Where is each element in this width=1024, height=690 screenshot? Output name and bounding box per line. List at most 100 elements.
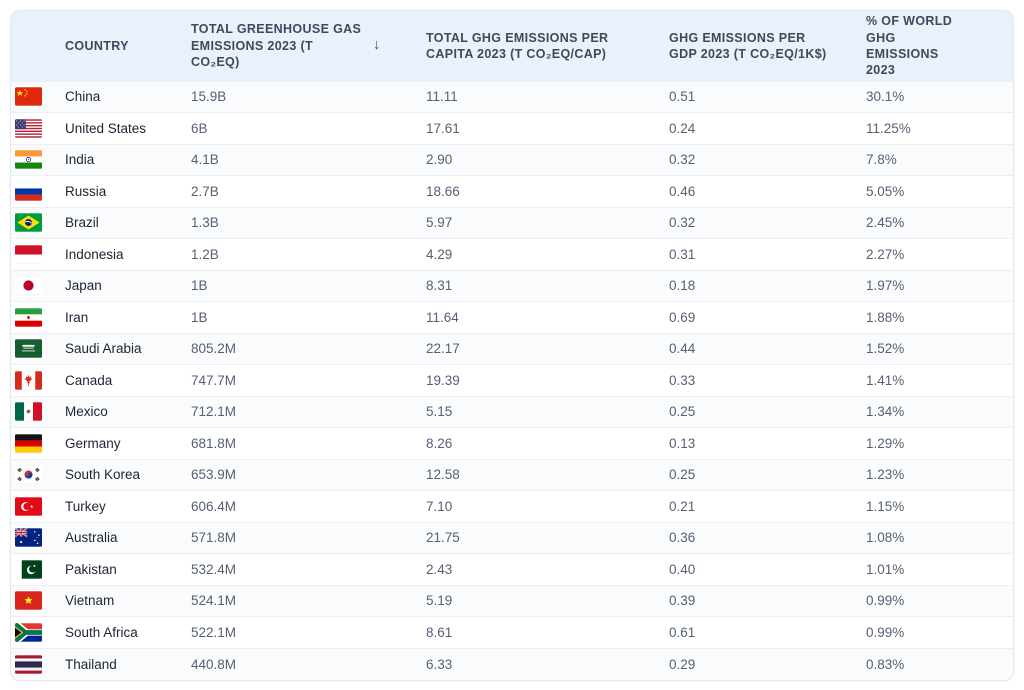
pct-world-value: 1.08% <box>866 530 905 546</box>
total-emissions-value: 1B <box>191 278 208 294</box>
per-gdp-value: 0.44 <box>669 341 696 357</box>
india-flag-icon <box>15 150 42 169</box>
per-gdp-value: 0.36 <box>669 530 696 546</box>
per-gdp-value: 0.25 <box>669 404 696 420</box>
country-name: South Korea <box>65 467 141 483</box>
total-emissions-value: 6B <box>191 120 208 136</box>
country-name: Russia <box>65 183 107 199</box>
flag-cell <box>11 648 65 680</box>
column-header-country-label: COUNTRY <box>65 38 129 53</box>
iran-flag-icon <box>15 308 42 327</box>
flag-cell <box>11 522 65 554</box>
per-gdp-value: 0.13 <box>669 435 696 451</box>
flag-cell <box>11 428 65 460</box>
column-header-per-gdp[interactable]: GHG EMISSIONS PER GDP 2023 (T CO₂EQ/1K$) <box>669 11 866 81</box>
table-row[interactable]: Brazil 1.3B 5.97 0.32 2.45% <box>11 207 1013 239</box>
flag-cell <box>11 554 65 586</box>
flag-cell <box>11 270 65 302</box>
country-name: Japan <box>65 278 102 294</box>
pct-world-value: 2.45% <box>866 215 905 231</box>
column-header-per-gdp-label: GHG EMISSIONS PER GDP 2023 (T CO₂EQ/1K$) <box>669 30 827 61</box>
table-row[interactable]: Vietnam 524.1M 5.19 0.39 0.99% <box>11 585 1013 617</box>
flag-cell <box>11 617 65 649</box>
country-name: Pakistan <box>65 561 117 577</box>
per-capita-value: 19.39 <box>426 372 460 388</box>
per-capita-value: 22.17 <box>426 341 460 357</box>
per-gdp-value: 0.40 <box>669 561 696 577</box>
per-capita-value: 2.90 <box>426 152 453 168</box>
total-emissions-value: 522.1M <box>191 624 237 640</box>
table-row[interactable]: Turkey 606.4M 7.10 0.21 1.15% <box>11 490 1013 522</box>
per-gdp-value: 0.25 <box>669 467 696 483</box>
table-row[interactable]: Saudi Arabia 805.2M 22.17 0.44 1.52% <box>11 333 1013 365</box>
table-row[interactable]: Iran 1B 11.64 0.69 1.88% <box>11 301 1013 333</box>
table-row[interactable]: Thailand 440.8M 6.33 0.29 0.83% <box>11 648 1013 680</box>
table-row[interactable]: Australia 571.8M 21.75 0.36 1.08% <box>11 522 1013 554</box>
turkey-flag-icon <box>15 497 42 516</box>
per-gdp-value: 0.61 <box>669 624 696 640</box>
total-emissions-value: 2.7B <box>191 183 219 199</box>
emissions-table: COUNTRY TOTAL GREENHOUSE GAS EMISSIONS 2… <box>11 11 1013 680</box>
pct-world-value: 5.05% <box>866 183 905 199</box>
table-row[interactable]: China 15.9B 11.11 0.51 30.1% <box>11 81 1013 113</box>
pct-world-value: 30.1% <box>866 89 905 105</box>
table-row[interactable]: Germany 681.8M 8.26 0.13 1.29% <box>11 427 1013 460</box>
per-capita-value: 6.33 <box>426 656 453 672</box>
total-emissions-value: 681.8M <box>191 435 237 451</box>
country-name: Thailand <box>65 656 117 672</box>
country-name: China <box>65 89 101 105</box>
total-emissions-value: 1B <box>191 309 208 325</box>
pct-world-value: 1.88% <box>866 309 905 325</box>
table-body: China 15.9B 11.11 0.51 30.1% United Stat… <box>11 81 1013 680</box>
table-row[interactable]: Russia 2.7B 18.66 0.46 5.05% <box>11 175 1013 207</box>
per-gdp-value: 0.39 <box>669 593 696 609</box>
column-header-country[interactable]: COUNTRY <box>65 11 191 81</box>
total-emissions-value: 805.2M <box>191 341 237 357</box>
pct-world-value: 0.99% <box>866 624 905 640</box>
table-row[interactable]: India 4.1B 2.90 0.32 7.8% <box>11 144 1013 176</box>
per-gdp-value: 0.46 <box>669 183 696 199</box>
total-emissions-value: 4.1B <box>191 152 219 168</box>
country-name: South Africa <box>65 624 138 640</box>
pct-world-value: 0.99% <box>866 593 905 609</box>
table-row[interactable]: Indonesia 1.2B 4.29 0.31 2.27% <box>11 238 1013 271</box>
per-gdp-value: 0.69 <box>669 309 696 325</box>
per-gdp-value: 0.29 <box>669 656 696 672</box>
thailand-flag-icon <box>15 654 42 674</box>
country-name: Turkey <box>65 498 106 514</box>
vietnam-flag-icon <box>15 591 42 610</box>
column-header-flag-spacer <box>11 11 65 81</box>
canada-flag-icon <box>15 371 42 390</box>
table-row[interactable]: United States 6B 17.61 0.24 11.25% <box>11 112 1013 144</box>
south-korea-flag-icon <box>15 465 42 484</box>
total-emissions-value: 524.1M <box>191 593 237 609</box>
table-row[interactable]: Pakistan 532.4M 2.43 0.40 1.01% <box>11 553 1013 586</box>
column-header-pct-world[interactable]: % OF WORLD GHG EMISSIONS 2023 <box>866 11 1013 81</box>
per-capita-value: 8.26 <box>426 435 453 451</box>
country-name: Germany <box>65 435 121 451</box>
per-capita-value: 11.11 <box>426 89 458 105</box>
country-name: Australia <box>65 530 118 546</box>
total-emissions-value: 712.1M <box>191 404 237 420</box>
country-name: Canada <box>65 372 113 388</box>
saudi-arabia-flag-icon <box>15 339 42 358</box>
pct-world-value: 1.29% <box>866 435 905 451</box>
country-name: Vietnam <box>65 593 115 609</box>
country-name: Iran <box>65 309 89 325</box>
table-row[interactable]: South Africa 522.1M 8.61 0.61 0.99% <box>11 616 1013 649</box>
per-capita-value: 17.61 <box>426 120 460 136</box>
pct-world-value: 2.27% <box>866 246 905 262</box>
table-row[interactable]: Mexico 712.1M 5.15 0.25 1.34% <box>11 396 1013 428</box>
germany-flag-icon <box>15 434 42 453</box>
column-header-total-emissions[interactable]: TOTAL GREENHOUSE GAS EMISSIONS 2023 (T C… <box>191 11 426 81</box>
total-emissions-value: 606.4M <box>191 498 237 514</box>
table-row[interactable]: South Korea 653.9M 12.58 0.25 1.23% <box>11 459 1013 491</box>
brazil-flag-icon <box>15 213 42 232</box>
table-row[interactable]: Canada 747.7M 19.39 0.33 1.41% <box>11 364 1013 396</box>
flag-cell <box>11 239 65 271</box>
sort-descending-icon[interactable]: ↓ <box>373 37 381 54</box>
per-capita-value: 18.66 <box>426 183 460 199</box>
column-header-per-capita[interactable]: TOTAL GHG EMISSIONS PER CAPITA 2023 (T C… <box>426 11 669 81</box>
total-emissions-value: 1.3B <box>191 215 219 231</box>
table-row[interactable]: Japan 1B 8.31 0.18 1.97% <box>11 270 1013 302</box>
